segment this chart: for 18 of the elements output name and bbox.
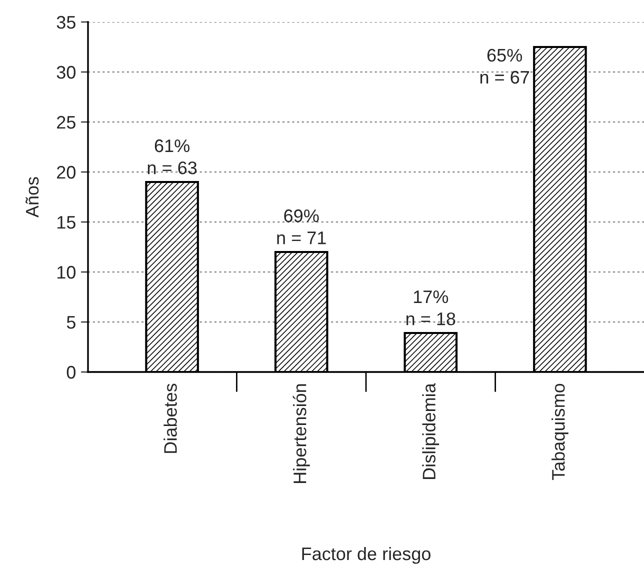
- annotation: 61% n = 63: [148, 139, 197, 174]
- annotation: 65% n = 67: [480, 48, 530, 84]
- x-axis-title: Factor de riesgo: [302, 546, 430, 564]
- y-axis-title: Años: [26, 177, 39, 218]
- y-tick-label: 35: [56, 16, 76, 29]
- x-tick-label: Diabetes: [164, 384, 177, 453]
- y-tick-label: 0: [66, 366, 76, 379]
- y-tick-label: 10: [57, 266, 76, 279]
- x-tick-label: Tabaquismo: [552, 384, 568, 480]
- y-tick-label: 5: [66, 316, 76, 329]
- annotation: 69% n = 71: [277, 209, 326, 244]
- annotation: 17% n = 18: [406, 290, 456, 326]
- y-tick-label: 20: [57, 166, 76, 179]
- x-tick-label: Hipertensión: [292, 384, 310, 483]
- y-tick-label: 25: [57, 116, 76, 129]
- x-tick-label: Dislipidemia: [422, 383, 440, 479]
- y-tick-label: 30: [56, 66, 76, 79]
- y-tick-label: 15: [57, 216, 76, 229]
